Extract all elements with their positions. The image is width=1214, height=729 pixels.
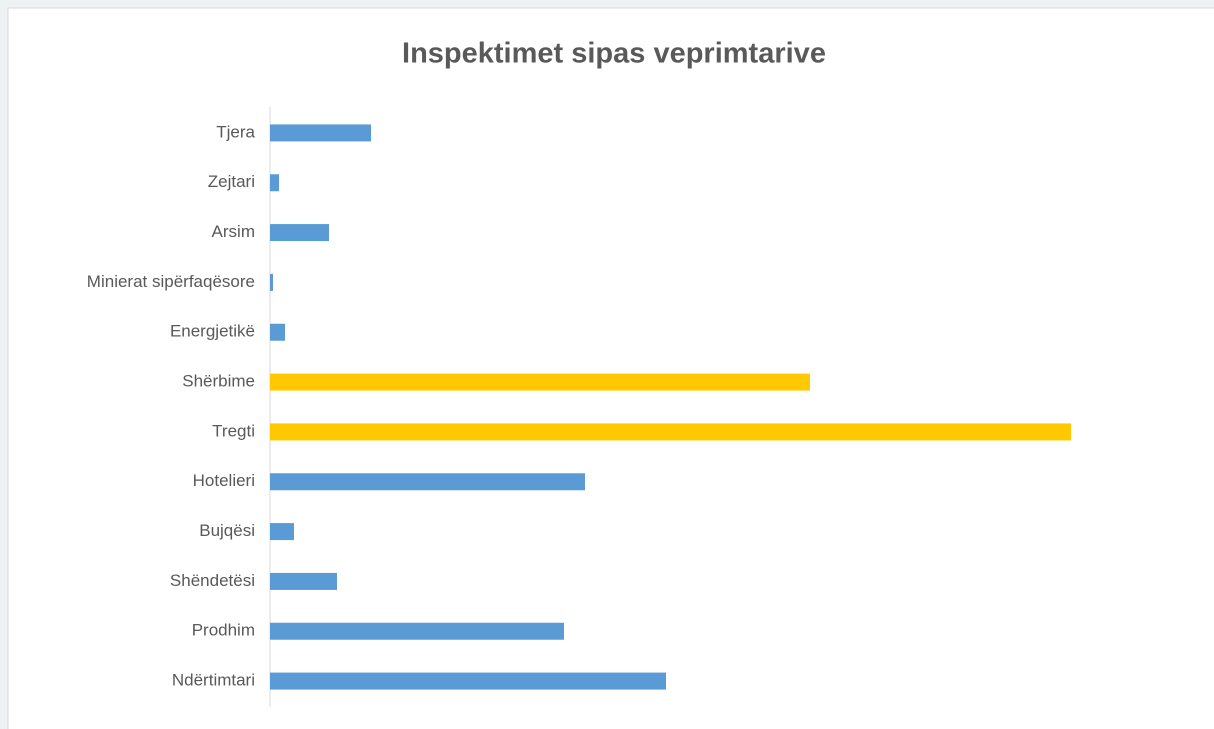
- y-tick-label: Arsim: [212, 222, 255, 241]
- y-tick-label: Ndërtimtari: [172, 671, 255, 690]
- bar: [270, 423, 1071, 441]
- bar: [270, 523, 294, 541]
- chart-frame: [7, 7, 1214, 729]
- bar: [270, 273, 273, 291]
- bar: [270, 622, 564, 640]
- y-tick-label: Hotelieri: [193, 471, 255, 490]
- chart-title: Inspektimet sipas veprimtarive: [402, 38, 826, 70]
- y-tick-label: Shëndetësi: [170, 571, 255, 590]
- bar: [270, 572, 337, 590]
- y-tick-label: Prodhim: [192, 621, 255, 640]
- y-tick-label: Tregti: [212, 421, 255, 440]
- y-tick-label: Minierat sipërfaqësore: [87, 272, 255, 291]
- y-tick-label: Energjetikë: [170, 322, 255, 341]
- bar: [270, 373, 810, 391]
- bar: [270, 124, 371, 142]
- bar: [270, 473, 585, 491]
- bar: [270, 174, 279, 192]
- bar: [270, 323, 285, 341]
- y-tick-label: Zejtari: [208, 172, 255, 191]
- y-tick-label: Shërbime: [182, 372, 255, 391]
- bar: [270, 672, 666, 690]
- bar: [270, 224, 329, 242]
- y-tick-label: Tjera: [216, 122, 255, 141]
- y-tick-label: Bujqësi: [199, 521, 255, 540]
